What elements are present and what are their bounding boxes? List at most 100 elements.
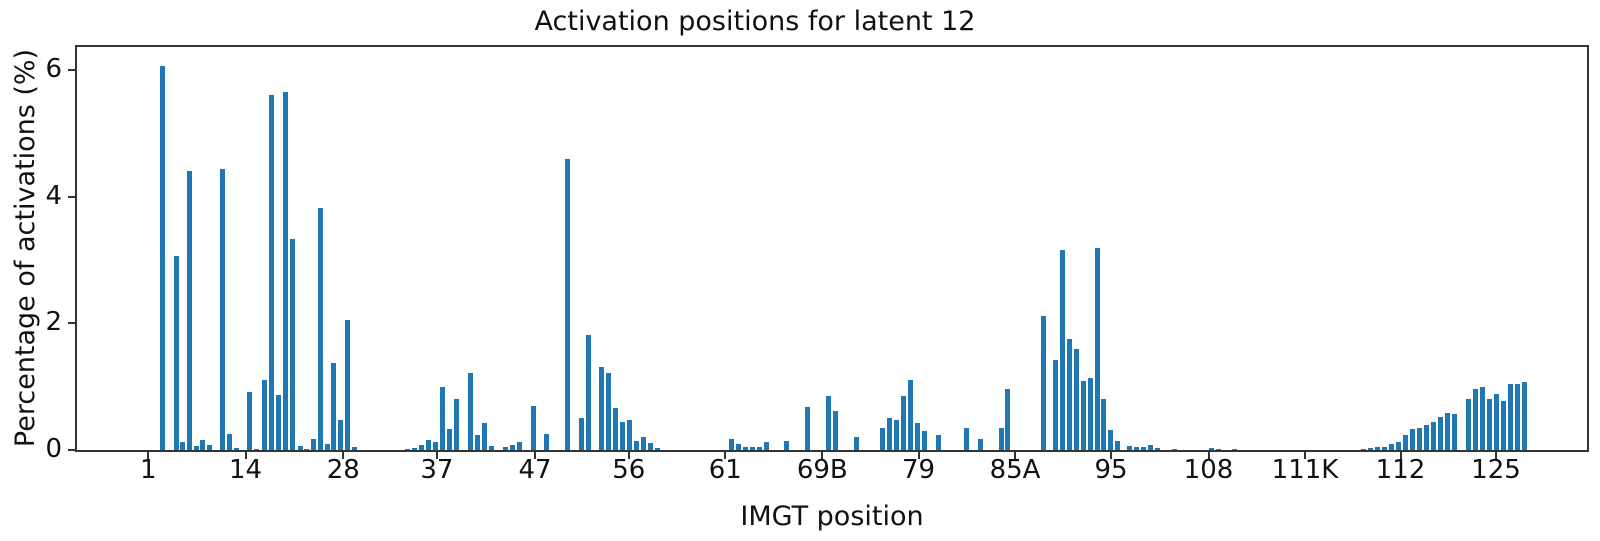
- bar: [180, 442, 186, 450]
- bar: [977, 438, 983, 450]
- bar: [1437, 417, 1443, 450]
- bar: [612, 408, 618, 450]
- bar: [474, 434, 480, 450]
- bar: [351, 447, 357, 450]
- bar: [1444, 412, 1450, 450]
- bar: [330, 362, 336, 450]
- chart-title: Activation positions for latent 12: [534, 6, 976, 37]
- bar: [1395, 441, 1401, 450]
- x-tick-label: 1: [140, 455, 157, 485]
- y-tick-label: 2: [45, 307, 62, 338]
- bar: [599, 367, 604, 450]
- bar: [736, 444, 741, 450]
- bar: [894, 420, 900, 450]
- bar: [543, 434, 549, 450]
- bar: [411, 448, 417, 450]
- bar: [1465, 399, 1471, 450]
- bar: [825, 396, 831, 450]
- bar: [626, 419, 632, 450]
- bar: [998, 428, 1004, 450]
- bar: [1148, 444, 1153, 450]
- bar: [606, 373, 611, 450]
- x-tick-label: 37: [420, 455, 454, 485]
- x-tick-mark: [147, 452, 150, 459]
- y-tick-mark: [68, 195, 75, 198]
- bar: [853, 436, 859, 450]
- bar: [1059, 249, 1065, 450]
- x-tick-label: 108: [1183, 455, 1234, 485]
- bar: [233, 448, 239, 450]
- bar: [1101, 398, 1107, 450]
- bar: [1005, 389, 1011, 450]
- bar: [1451, 413, 1457, 450]
- bar: [481, 423, 487, 450]
- bar: [1514, 384, 1520, 450]
- x-tick-mark: [1495, 452, 1497, 459]
- bar: [275, 394, 281, 450]
- bar: [579, 418, 585, 450]
- bar: [832, 411, 838, 450]
- bar: [586, 335, 592, 450]
- x-tick-mark: [1207, 452, 1210, 459]
- bar: [963, 428, 969, 450]
- bar: [935, 434, 941, 450]
- bar: [226, 433, 232, 450]
- bar: [1115, 441, 1121, 450]
- bar: [654, 448, 660, 450]
- bar: [173, 255, 179, 450]
- bar: [1381, 446, 1387, 450]
- bar: [1409, 429, 1415, 450]
- x-tick-mark: [534, 452, 536, 459]
- bar: [1073, 349, 1079, 450]
- y-tick-mark: [68, 449, 75, 451]
- bar: [432, 442, 438, 450]
- bar: [729, 438, 734, 450]
- bar: [1040, 315, 1046, 450]
- x-tick-label: 112: [1375, 455, 1426, 485]
- bar: [303, 448, 309, 450]
- x-tick-label: 111K: [1271, 455, 1339, 485]
- bar: [1402, 434, 1408, 450]
- bar: [282, 92, 288, 450]
- y-tick-label: 0: [45, 434, 62, 464]
- bar: [1216, 448, 1221, 450]
- x-tick-mark: [917, 452, 920, 459]
- x-tick-mark: [1014, 452, 1016, 459]
- bar: [887, 417, 893, 450]
- x-tick-label: 28: [326, 455, 360, 485]
- bar: [488, 446, 494, 450]
- bar: [337, 420, 343, 450]
- bar: [742, 446, 748, 450]
- bar: [1360, 448, 1366, 450]
- bar: [880, 428, 886, 450]
- x-tick-mark: [1399, 452, 1402, 459]
- bar: [468, 373, 473, 450]
- bar: [1231, 448, 1237, 450]
- bar: [763, 442, 769, 450]
- bar: [193, 446, 199, 450]
- x-tick-label: 85A: [989, 455, 1041, 485]
- bar: [186, 170, 192, 450]
- x-axis-label: IMGT position: [740, 501, 924, 532]
- bar: [324, 444, 330, 450]
- bar: [1500, 401, 1506, 450]
- bar: [404, 448, 410, 450]
- x-tick-label: 125: [1471, 455, 1521, 485]
- bar: [530, 405, 536, 450]
- bar: [440, 386, 445, 450]
- bar: [640, 437, 646, 450]
- bar: [200, 439, 206, 450]
- bar: [749, 446, 755, 450]
- y-tick-mark: [68, 322, 75, 325]
- bar: [502, 446, 508, 450]
- x-tick-label: 79: [901, 455, 936, 485]
- bar: [901, 395, 907, 450]
- bar: [289, 239, 295, 450]
- bar: [206, 444, 212, 450]
- x-tick-mark: [244, 452, 247, 459]
- bar: [647, 443, 653, 450]
- bar: [418, 444, 424, 450]
- bar: [1430, 422, 1436, 450]
- bar: [160, 66, 166, 450]
- plot-area: [75, 45, 1589, 452]
